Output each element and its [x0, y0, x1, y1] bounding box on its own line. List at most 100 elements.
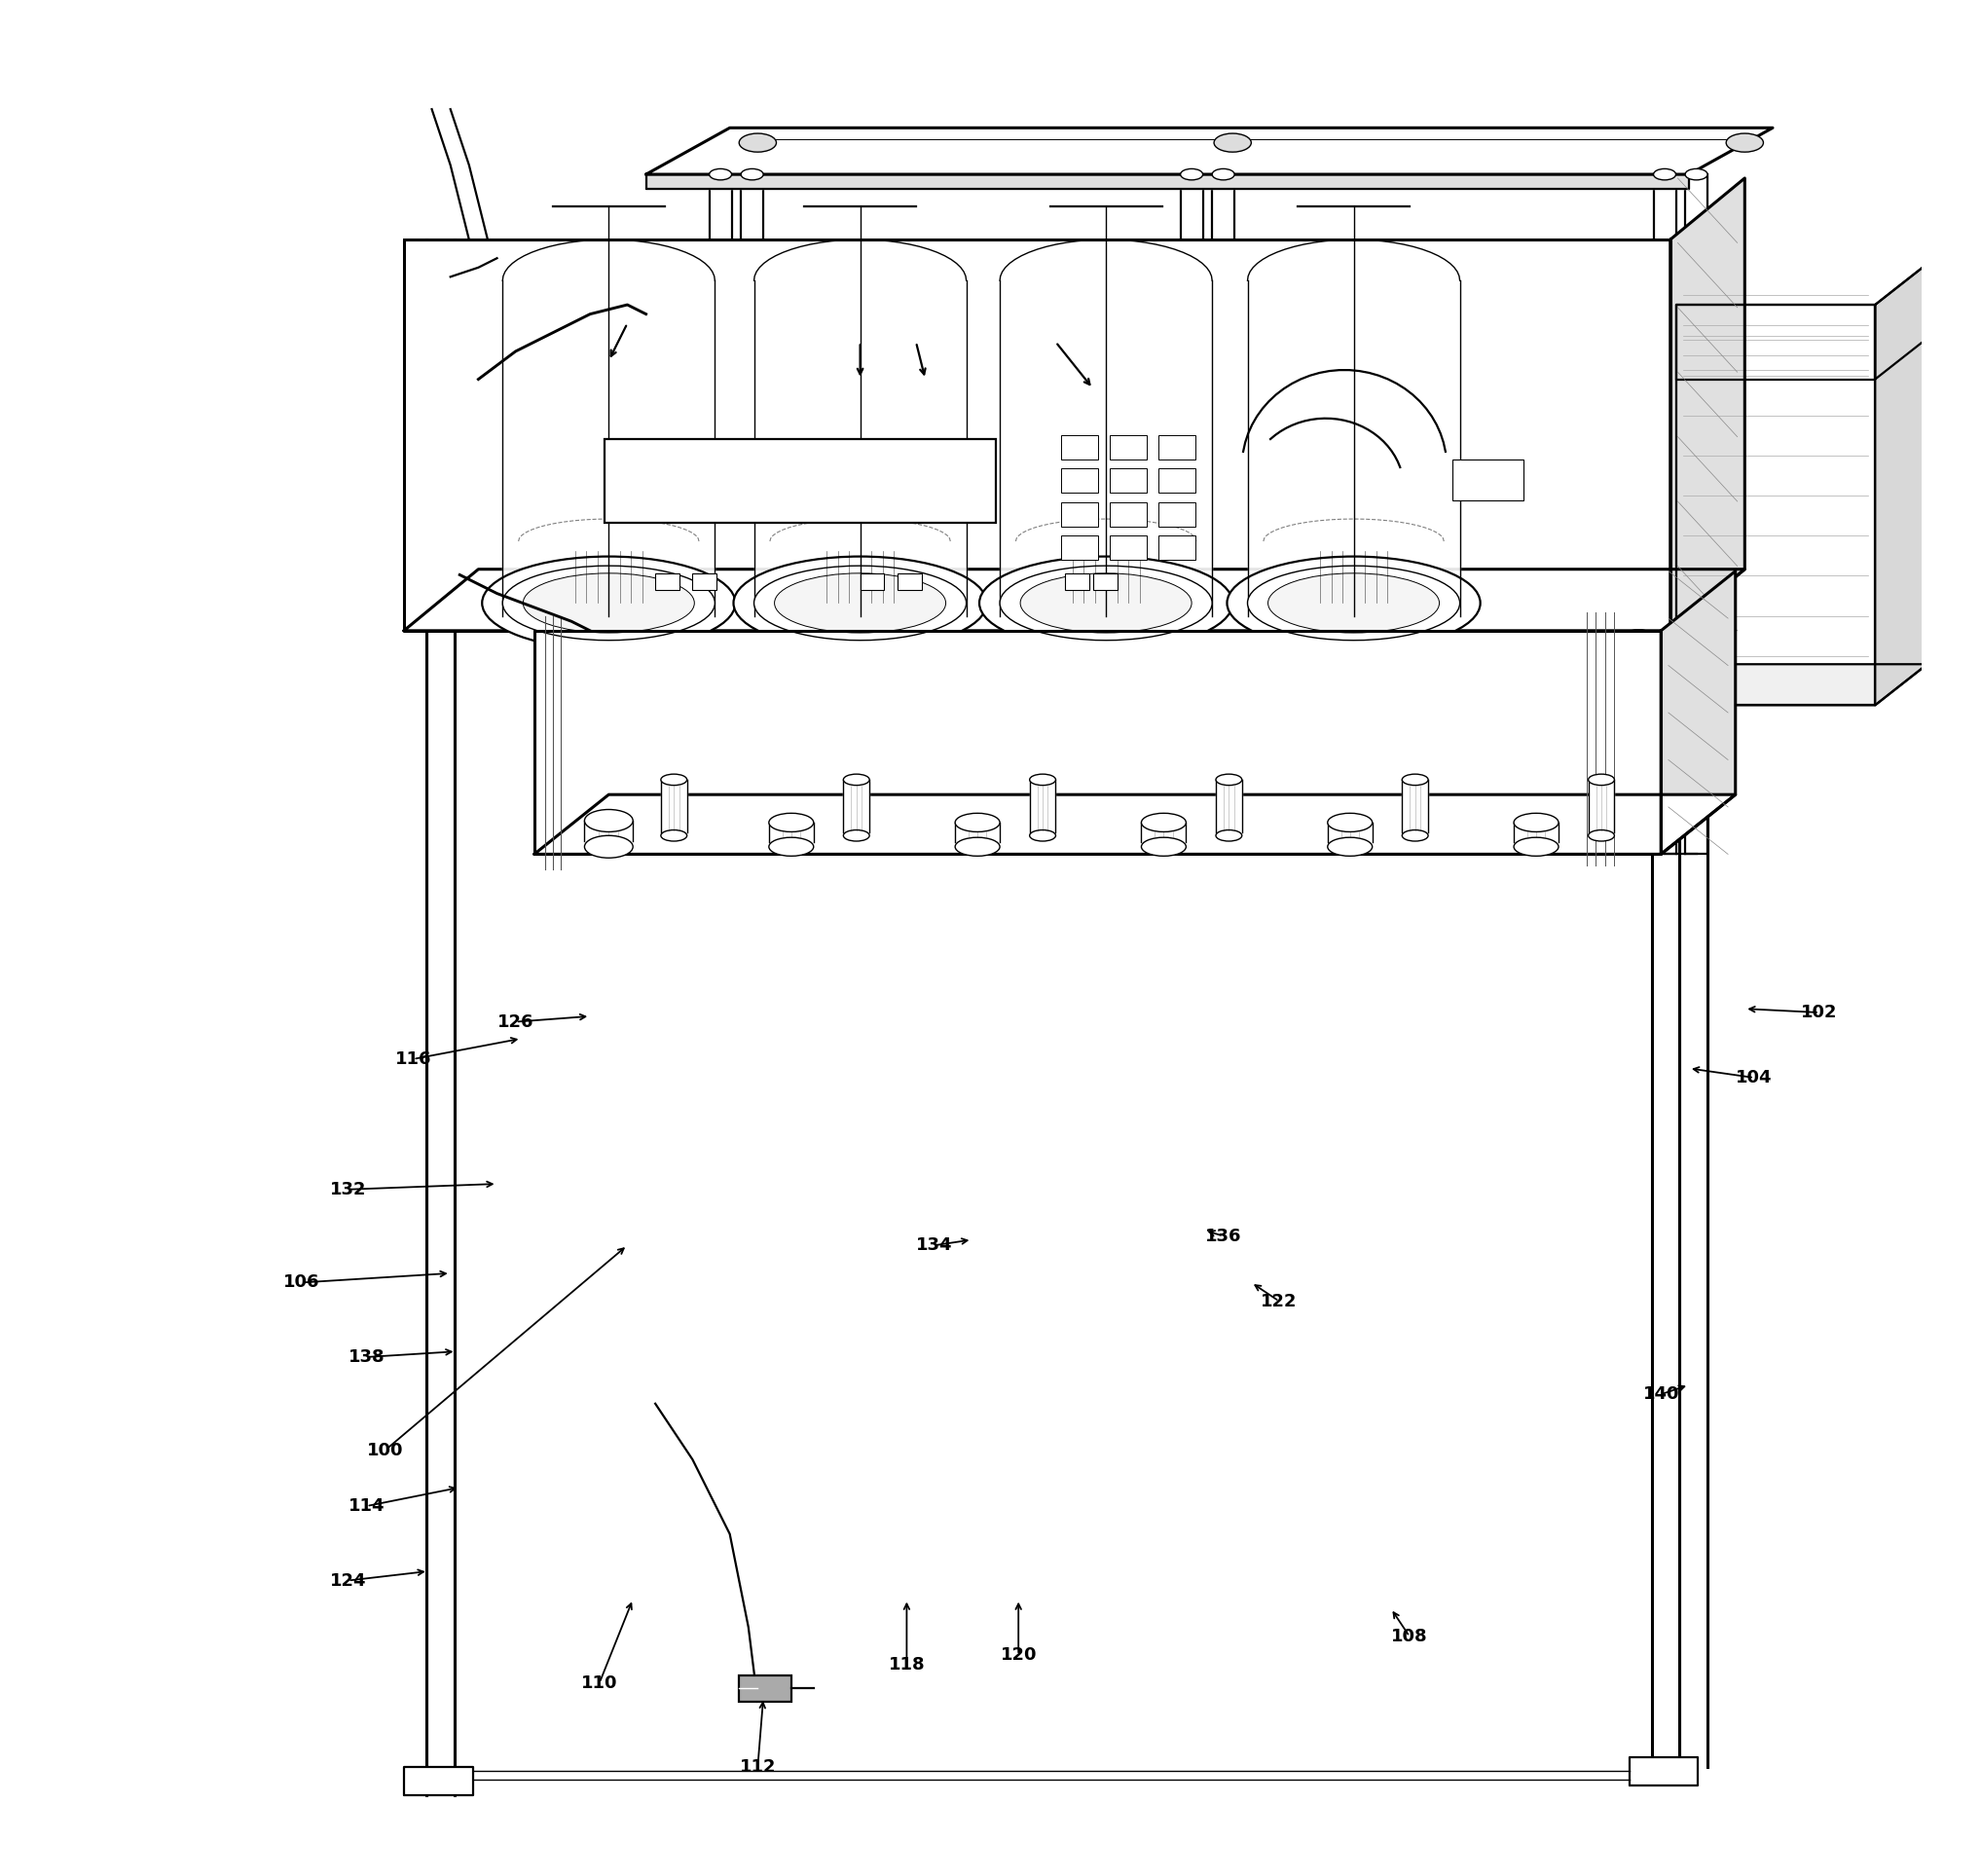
Bar [1452, 460, 1523, 501]
Bar [897, 572, 921, 589]
Text: 112: 112 [739, 1758, 777, 1775]
Bar [1062, 503, 1099, 527]
Polygon shape [1248, 281, 1460, 615]
Polygon shape [755, 281, 967, 615]
Polygon shape [646, 174, 1690, 189]
Polygon shape [1676, 664, 1928, 705]
Polygon shape [1000, 281, 1212, 615]
Ellipse shape [1686, 169, 1708, 180]
Ellipse shape [741, 169, 763, 180]
Bar [1159, 435, 1195, 460]
Text: 114: 114 [349, 1497, 384, 1514]
Text: 104: 104 [1735, 1069, 1773, 1086]
Polygon shape [1676, 304, 1876, 705]
Ellipse shape [844, 775, 870, 786]
Bar [604, 439, 996, 523]
Ellipse shape [584, 809, 634, 831]
Ellipse shape [1226, 557, 1480, 649]
Ellipse shape [584, 835, 634, 857]
Polygon shape [503, 281, 715, 615]
Polygon shape [404, 1767, 473, 1795]
Polygon shape [1216, 780, 1242, 835]
Polygon shape [709, 174, 731, 854]
Ellipse shape [979, 557, 1232, 649]
Ellipse shape [755, 567, 967, 640]
Bar [1159, 537, 1195, 559]
Ellipse shape [1030, 829, 1056, 840]
Text: 138: 138 [349, 1349, 384, 1366]
Polygon shape [1686, 174, 1708, 854]
Text: 122: 122 [1262, 1293, 1298, 1309]
Ellipse shape [1403, 775, 1428, 786]
Polygon shape [955, 822, 1000, 846]
Ellipse shape [739, 133, 777, 152]
Polygon shape [404, 568, 1745, 630]
Bar [1062, 469, 1099, 493]
Ellipse shape [1513, 812, 1559, 831]
Polygon shape [535, 630, 1660, 854]
Ellipse shape [1141, 812, 1187, 831]
Polygon shape [1327, 822, 1373, 846]
Ellipse shape [1589, 829, 1615, 840]
Text: 106: 106 [283, 1274, 319, 1291]
Ellipse shape [1725, 133, 1763, 152]
Ellipse shape [733, 557, 987, 649]
Polygon shape [1141, 822, 1187, 846]
Polygon shape [535, 795, 1735, 854]
Ellipse shape [1214, 133, 1252, 152]
Text: 136: 136 [1204, 1227, 1242, 1246]
Bar [656, 572, 679, 589]
Ellipse shape [769, 812, 814, 831]
Polygon shape [1030, 780, 1056, 835]
Polygon shape [1876, 265, 1928, 705]
Polygon shape [1670, 178, 1745, 630]
Text: 140: 140 [1642, 1386, 1680, 1403]
Text: 126: 126 [497, 1013, 533, 1030]
Ellipse shape [1141, 837, 1187, 855]
Ellipse shape [1248, 567, 1460, 640]
Polygon shape [769, 822, 814, 846]
Ellipse shape [1513, 837, 1559, 855]
Bar [1094, 572, 1117, 589]
Bar [860, 572, 884, 589]
Polygon shape [1660, 570, 1735, 854]
Bar [693, 572, 717, 589]
Text: 134: 134 [917, 1236, 953, 1253]
Polygon shape [584, 820, 634, 846]
Ellipse shape [523, 574, 695, 632]
Polygon shape [1676, 304, 1876, 379]
Ellipse shape [503, 567, 715, 640]
Bar [739, 1675, 790, 1702]
Text: 110: 110 [580, 1673, 618, 1692]
Polygon shape [1654, 174, 1676, 854]
Polygon shape [1212, 174, 1234, 854]
Text: 100: 100 [366, 1441, 404, 1460]
Ellipse shape [1000, 567, 1212, 640]
Bar [1062, 435, 1099, 460]
Text: 102: 102 [1801, 1004, 1838, 1021]
Polygon shape [1589, 780, 1615, 835]
Ellipse shape [1327, 837, 1373, 855]
Polygon shape [1181, 174, 1202, 854]
Ellipse shape [769, 837, 814, 855]
Polygon shape [662, 780, 687, 835]
Polygon shape [1403, 780, 1428, 835]
Bar [1109, 435, 1147, 460]
Text: 120: 120 [1000, 1647, 1036, 1664]
Polygon shape [1628, 1758, 1698, 1786]
Ellipse shape [1030, 775, 1056, 786]
Ellipse shape [1403, 829, 1428, 840]
Ellipse shape [662, 775, 687, 786]
Polygon shape [1876, 265, 1928, 379]
Ellipse shape [1212, 169, 1234, 180]
Ellipse shape [481, 557, 735, 649]
Ellipse shape [1268, 574, 1440, 632]
Text: 132: 132 [329, 1180, 366, 1199]
Ellipse shape [775, 574, 945, 632]
Text: 118: 118 [887, 1657, 925, 1673]
Ellipse shape [1020, 574, 1193, 632]
Bar [1109, 503, 1147, 527]
Polygon shape [1513, 822, 1559, 846]
Text: 124: 124 [329, 1572, 366, 1589]
Polygon shape [404, 240, 1670, 630]
